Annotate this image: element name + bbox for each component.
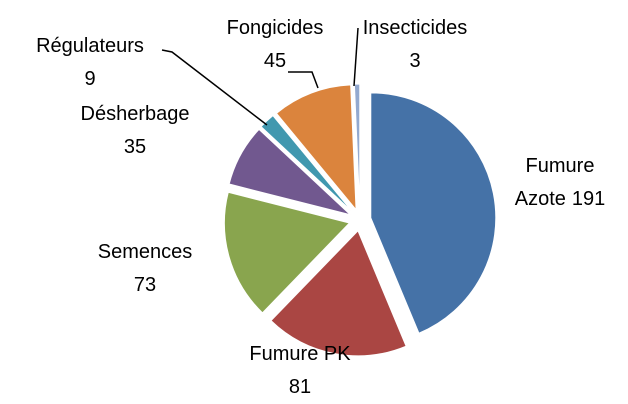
slice-name: Insecticides <box>362 17 468 39</box>
slice-label: Régulateurs 9 <box>15 30 165 96</box>
leader-line <box>288 71 319 89</box>
slice-label: Fumure Azote 191 <box>500 150 620 216</box>
slice-label: Insecticides 3 <box>345 12 485 78</box>
leader-lines <box>161 27 359 126</box>
slice-value: 81 <box>288 376 312 398</box>
pie-slice <box>223 191 351 314</box>
slice-value: 9 <box>84 68 96 90</box>
pie-slice <box>275 84 357 212</box>
slice-name: Régulateurs <box>36 35 144 57</box>
slice-value: 3 <box>409 50 421 72</box>
slice-name: Désherbage <box>80 103 190 125</box>
leader-line <box>353 27 359 87</box>
pie-slice <box>270 229 407 357</box>
slice-value: 73 <box>133 274 157 296</box>
leader-line <box>161 49 268 126</box>
slice-value: 191 <box>571 188 606 210</box>
slice-label: Semences 73 <box>80 236 210 302</box>
slice-label: Désherbage 35 <box>60 98 210 164</box>
slice-label: Fumure PK 81 <box>210 338 390 404</box>
slice-label: Fongicides 45 <box>200 12 350 78</box>
pie-slice <box>370 92 497 334</box>
pie-slice <box>228 128 351 216</box>
slice-value: 45 <box>263 50 287 72</box>
slice-name: Fongicides <box>226 17 324 39</box>
slice-value: 35 <box>123 136 147 158</box>
pie-slice <box>260 114 353 213</box>
slice-name: Fumure PK <box>249 343 351 365</box>
slice-name: Semences <box>97 241 193 263</box>
slice-name: Fumure Azote <box>514 155 595 210</box>
